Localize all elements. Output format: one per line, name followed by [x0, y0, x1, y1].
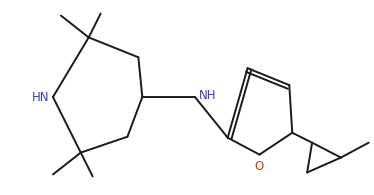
Text: NH: NH — [199, 89, 217, 102]
Text: HN: HN — [31, 90, 49, 104]
Text: O: O — [255, 160, 264, 173]
